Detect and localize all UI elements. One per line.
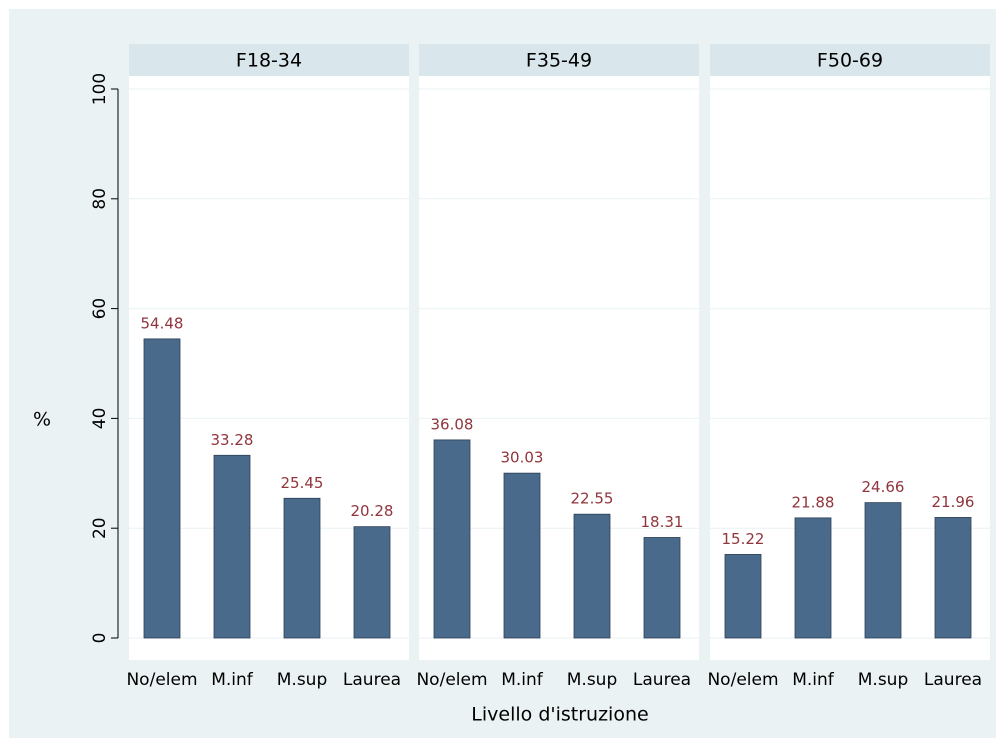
data-label: 18.31: [641, 513, 684, 531]
x-tick-label: M.inf: [792, 670, 835, 690]
data-label: 20.28: [351, 502, 394, 520]
x-tick-label: No/elem: [126, 670, 197, 690]
x-tick-label: Laurea: [633, 670, 691, 690]
data-label: 33.28: [211, 431, 254, 449]
bar: [503, 472, 541, 639]
bar: [864, 502, 902, 639]
x-tick-label: M.sup: [567, 670, 618, 690]
y-axis-label: %: [33, 409, 51, 431]
data-label: 15.22: [722, 530, 765, 548]
bar: [643, 537, 681, 639]
bar: [724, 554, 762, 639]
x-tick-label: Laurea: [343, 670, 401, 690]
x-tick-label: Laurea: [924, 670, 982, 690]
x-tick-label: M.inf: [211, 670, 254, 690]
bar: [213, 454, 251, 639]
bar: [433, 439, 471, 639]
y-tick-label: 80: [90, 188, 110, 210]
y-tick-label: 100: [90, 73, 110, 105]
data-label: 25.45: [281, 474, 324, 492]
x-axis-label: Livello d'istruzione: [471, 704, 648, 726]
data-label: 24.66: [862, 478, 905, 496]
data-label: 30.03: [501, 449, 544, 467]
x-tick-label: No/elem: [416, 670, 487, 690]
panel-header: [419, 44, 699, 76]
bar: [794, 517, 832, 639]
data-label: 22.55: [571, 490, 614, 508]
bar: [934, 517, 972, 639]
data-label: 21.88: [792, 493, 835, 511]
x-tick-label: M.sup: [858, 670, 909, 690]
panel-title: F50-69: [817, 50, 883, 72]
panel-title: F18-34: [236, 50, 302, 72]
bar: [283, 497, 321, 639]
x-tick-label: M.inf: [501, 670, 544, 690]
panel-header: [129, 44, 409, 76]
y-tick-label: 40: [90, 408, 110, 430]
bar: [353, 526, 391, 639]
data-label: 36.08: [431, 415, 474, 433]
bar: [573, 513, 611, 639]
data-label: 54.48: [141, 314, 184, 332]
x-tick-label: No/elem: [707, 670, 778, 690]
bar: [143, 338, 181, 639]
y-tick-label: 0: [90, 633, 110, 644]
data-label: 21.96: [932, 493, 975, 511]
y-tick-label: 20: [90, 517, 110, 539]
panel-header: [710, 44, 990, 76]
panel-title: F35-49: [526, 50, 592, 72]
x-tick-label: M.sup: [277, 670, 328, 690]
y-tick-label: 60: [90, 298, 110, 320]
